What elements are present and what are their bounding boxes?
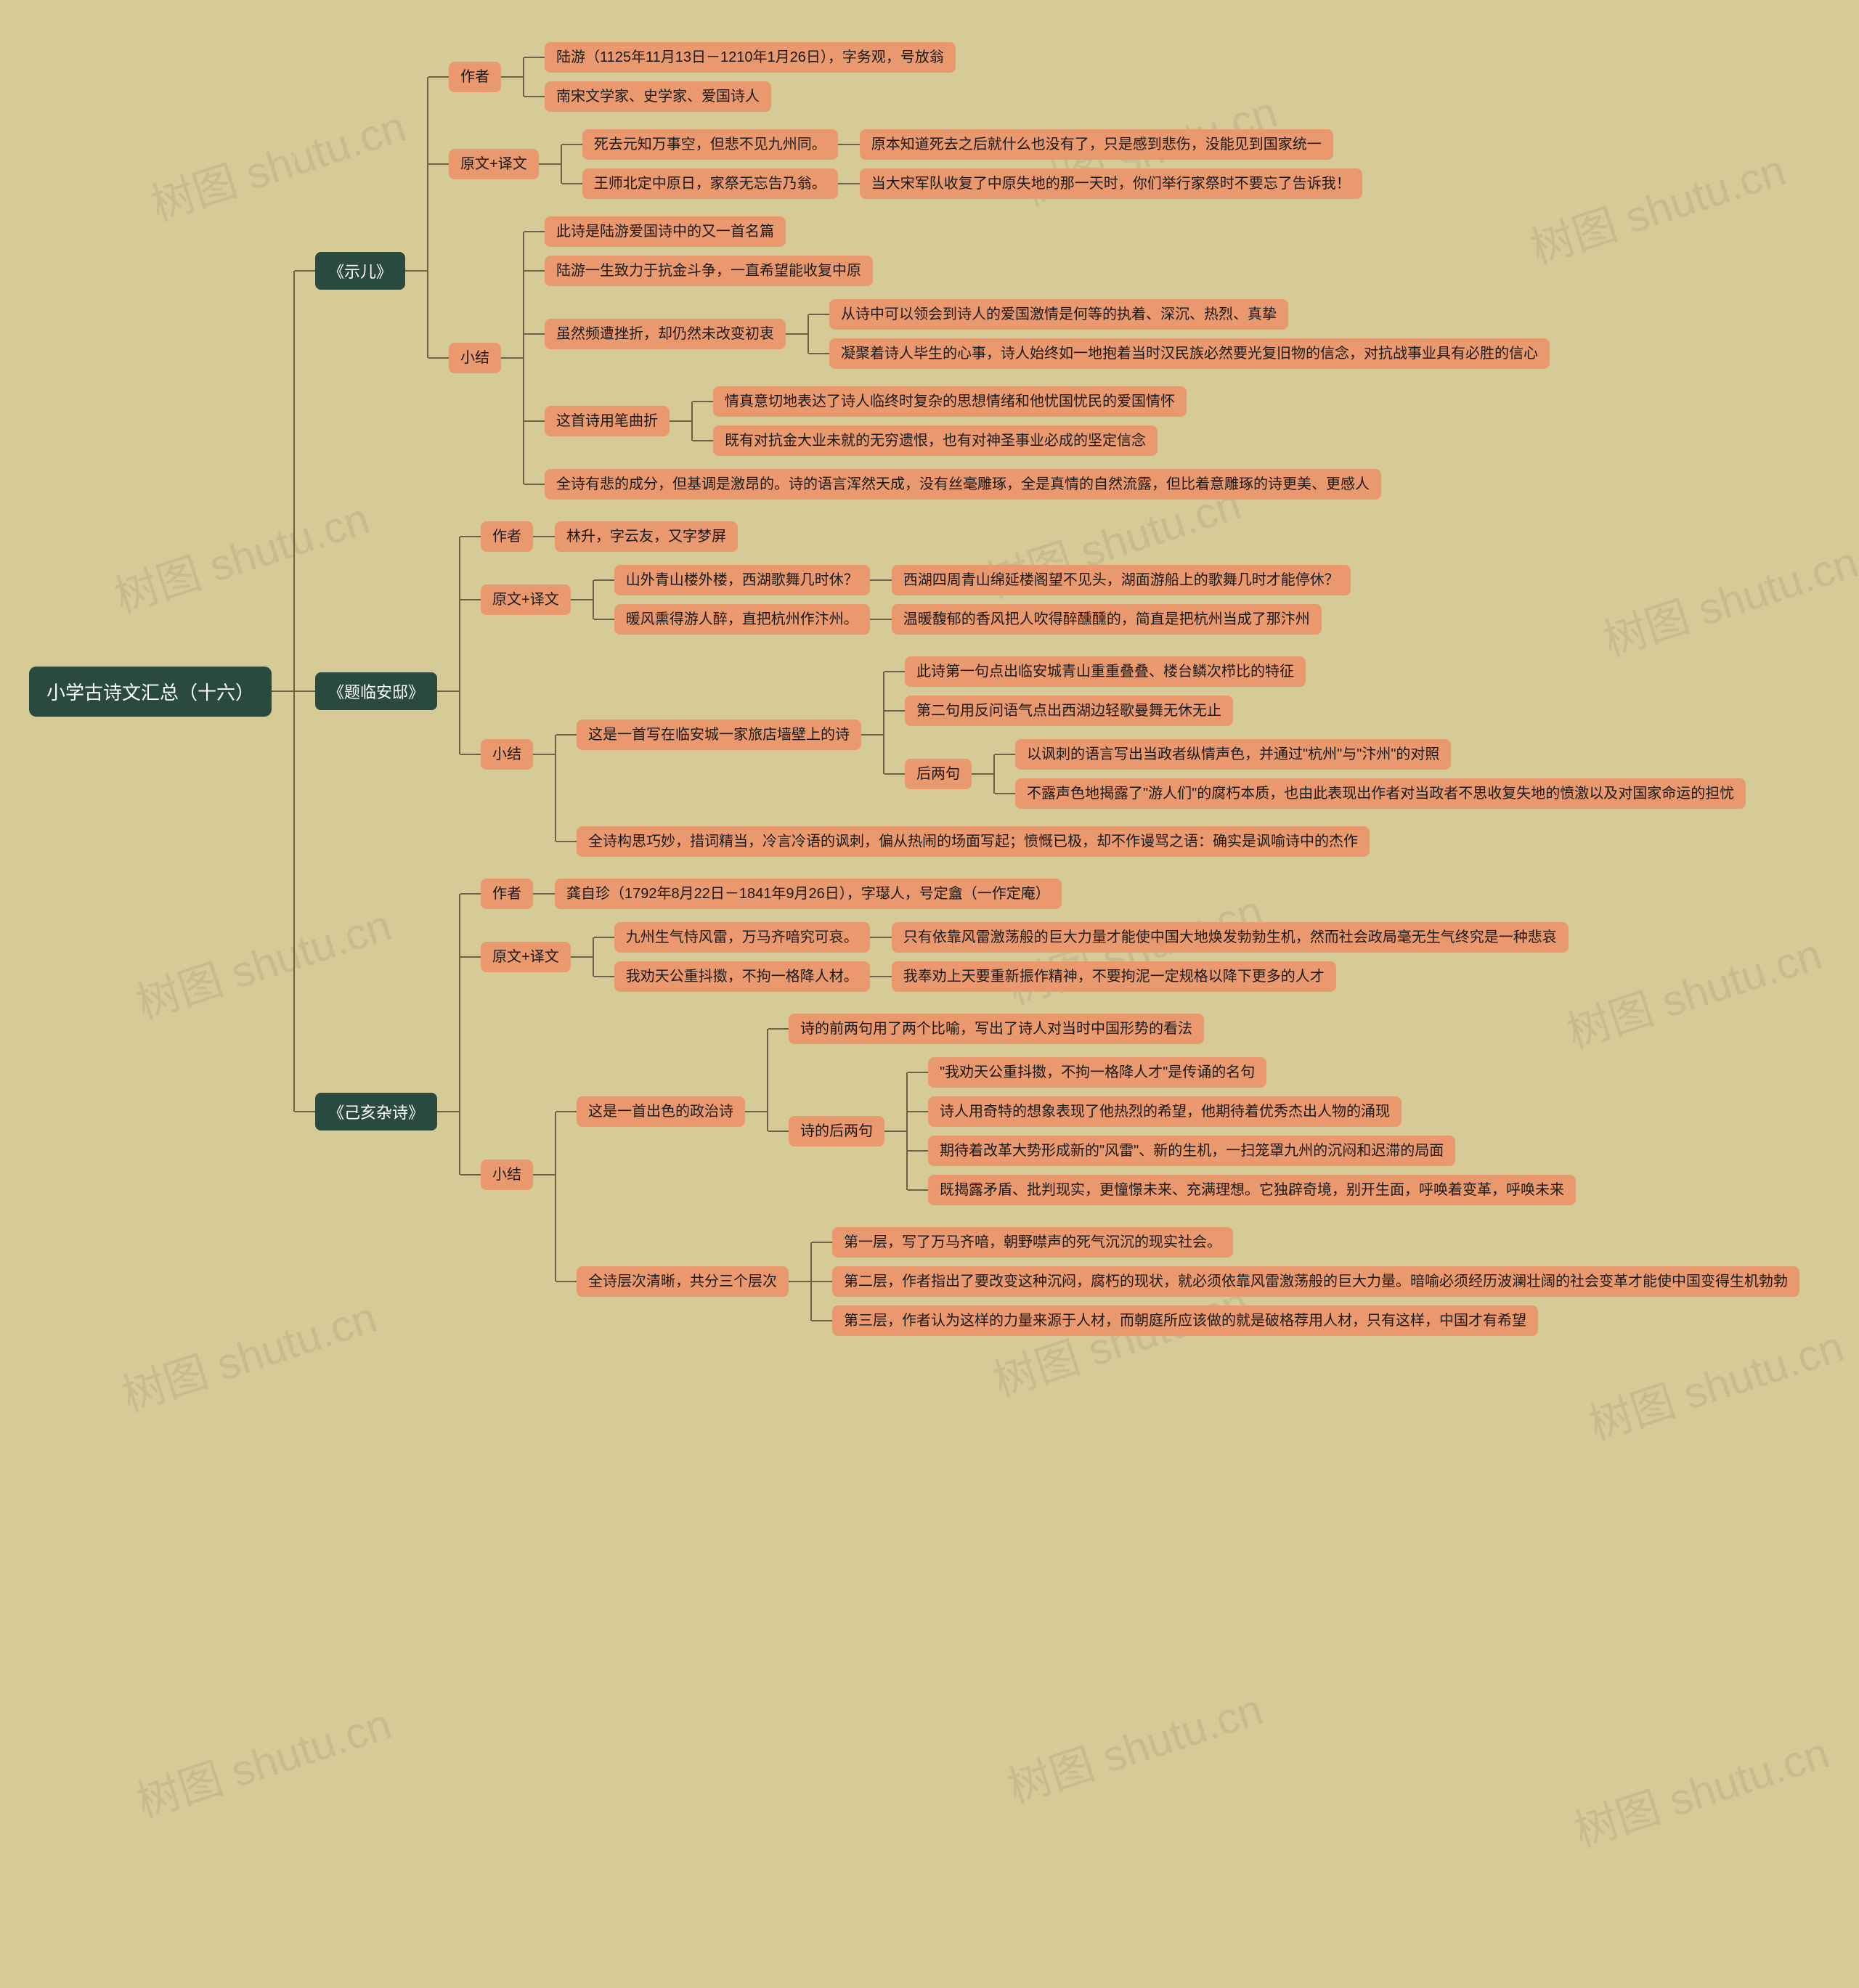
watermark-text: 树图 shutu.cn xyxy=(998,1674,1269,1816)
summary-sub: 第三层，作者认为这样的力量来源于人材，而朝庭所应该做的就是破格荐用人材，只有这样… xyxy=(832,1305,1538,1336)
summary-sub: 此诗第一句点出临安城青山重重叠叠、楼台鳞次栉比的特征 xyxy=(905,656,1306,687)
section-label: 小结 xyxy=(481,739,533,770)
verse-original: 山外青山楼外楼，西湖歌舞几时休？ xyxy=(614,565,870,595)
section-label: 小结 xyxy=(449,343,501,373)
author-line: 南宋文学家、史学家、爱国诗人 xyxy=(545,81,771,112)
poems-container: 《示儿》 作者 陆游（1125年11月13日－1210年1月26日），字务观，号… xyxy=(293,29,1799,1353)
summary-sub: "我劝天公重抖擞，不拘一格降人才"是传诵的名句 xyxy=(928,1057,1266,1088)
summary-sub: 诗的前两句用了两个比喻，写出了诗人对当时中国形势的看法 xyxy=(789,1014,1204,1044)
verse-original: 暖风熏得游人醉，直把杭州作汴州。 xyxy=(614,604,870,635)
summary-line: 虽然频遭挫折，却仍然未改变初衷 xyxy=(545,319,786,349)
section-label: 作者 xyxy=(481,879,533,909)
summary-line: 全诗层次清晰，共分三个层次 xyxy=(577,1266,789,1297)
summary-sub: 期待着改革大势形成新的"风雷"、新的生机，一扫笼罩九州的沉闷和迟滞的局面 xyxy=(928,1136,1455,1166)
summary-line: 此诗是陆游爱国诗中的又一首名篇 xyxy=(545,216,786,247)
verse-translation: 当大宋军队收复了中原失地的那一天时，你们举行家祭时不要忘了告诉我！ xyxy=(860,168,1362,199)
watermark-text: 树图 shutu.cn xyxy=(127,1689,398,1830)
summary-sub: 第一层，写了万马齐喑，朝野噤声的死气沉沉的现实社会。 xyxy=(832,1227,1233,1258)
verse-translation: 西湖四周青山绵延楼阁望不见头，湖面游船上的歌舞几时才能停休？ xyxy=(892,565,1351,595)
summary-sub: 第二层，作者指出了要改变这种沉闷，腐朽的现状，就必须依靠风雷激荡般的巨大力量。暗… xyxy=(832,1266,1799,1297)
summary-line: 这首诗用笔曲折 xyxy=(545,406,670,436)
poem-title: 《示儿》 xyxy=(315,252,405,290)
summary-line: 这是一首出色的政治诗 xyxy=(577,1096,745,1127)
author-line: 林升，字云友，又字梦屏 xyxy=(555,521,738,552)
verse-translation: 温暖馥郁的香风把人吹得醉醺醺的，简直是把杭州当成了那汴州 xyxy=(892,604,1322,635)
verse-original: 我劝天公重抖擞，不拘一格降人材。 xyxy=(614,961,870,992)
author-line: 龚自珍（1792年8月22日－1841年9月26日），字璱人，号定盦（一作定庵） xyxy=(555,879,1062,909)
poem-title: 《己亥杂诗》 xyxy=(315,1093,437,1131)
summary-line: 陆游一生致力于抗金斗争，一直希望能收复中原 xyxy=(545,256,873,286)
summary-sub: 以讽刺的语言写出当政者纵情声色，并通过"杭州"与"汴州"的对照 xyxy=(1015,739,1451,770)
section-label: 小结 xyxy=(481,1160,533,1190)
verse-original: 王师北定中原日，家祭无忘告乃翁。 xyxy=(582,168,838,199)
root-node: 小学古诗文汇总（十六） xyxy=(29,667,272,717)
section-label: 原文+译文 xyxy=(481,942,571,972)
verse-original: 九州生气恃风雷，万马齐喑究可哀。 xyxy=(614,922,870,953)
verse-translation: 只有依靠风雷激荡般的巨大力量才能使中国大地焕发勃勃生机，然而社会政局毫无生气终究… xyxy=(892,922,1569,953)
summary-sub: 凝聚着诗人毕生的心事，诗人始终如一地抱着当时汉民族必然要光复旧物的信念，对抗战事… xyxy=(829,338,1550,369)
summary-sub: 从诗中可以领会到诗人的爱国激情是何等的执着、深沉、热烈、真挚 xyxy=(829,299,1288,330)
verse-translation: 原本知道死去之后就什么也没有了，只是感到悲伤，没能见到国家统一 xyxy=(860,129,1333,160)
mindmap-root: 小学古诗文汇总（十六） 《示儿》 作者 陆游（1125年11月13日－1210年… xyxy=(0,0,1859,1353)
section-label: 原文+译文 xyxy=(449,149,539,179)
summary-line: 全诗有悲的成分，但基调是激昂的。诗的语言浑然天成，没有丝毫雕琢，全是真情的自然流… xyxy=(545,469,1381,500)
summary-sub: 第二句用反问语气点出西湖边轻歌曼舞无休无止 xyxy=(905,696,1233,726)
watermark-text: 树图 shutu.cn xyxy=(1565,1718,1836,1859)
author-line: 陆游（1125年11月13日－1210年1月26日），字务观，号放翁 xyxy=(545,42,956,73)
summary-sub: 既揭露矛盾、批判现实，更憧憬未来、充满理想。它独辟奇境，别开生面，呼唤着变革，呼… xyxy=(928,1175,1576,1205)
summary-sub: 既有对抗金大业未就的无穷遗恨，也有对神圣事业必成的坚定信念 xyxy=(713,425,1158,456)
summary-sub: 诗人用奇特的想象表现了他热烈的希望，他期待着优秀杰出人物的涌现 xyxy=(928,1096,1402,1127)
summary-sub: 诗的后两句 xyxy=(789,1116,884,1146)
verse-translation: 我奉劝上天要重新振作精神，不要拘泥一定规格以降下更多的人才 xyxy=(892,961,1336,992)
section-label: 作者 xyxy=(449,62,501,92)
poem-title: 《题临安邸》 xyxy=(315,672,437,710)
verse-original: 死去元知万事空，但悲不见九州同。 xyxy=(582,129,838,160)
summary-line: 这是一首写在临安城一家旅店墙壁上的诗 xyxy=(577,720,861,750)
section-label: 作者 xyxy=(481,521,533,552)
summary-sub: 不露声色地揭露了"游人们"的腐朽本质，也由此表现出作者对当政者不思收复失地的愤激… xyxy=(1015,778,1746,809)
summary-sub: 情真意切地表达了诗人临终时复杂的思想情绪和他忧国忧民的爱国情怀 xyxy=(713,386,1187,417)
summary-sub: 后两句 xyxy=(905,759,972,789)
section-label: 原文+译文 xyxy=(481,584,571,615)
summary-line: 全诗构思巧妙，措词精当，冷言冷语的讽刺，偏从热闹的场面写起；愤慨已极，却不作谩骂… xyxy=(577,826,1370,857)
